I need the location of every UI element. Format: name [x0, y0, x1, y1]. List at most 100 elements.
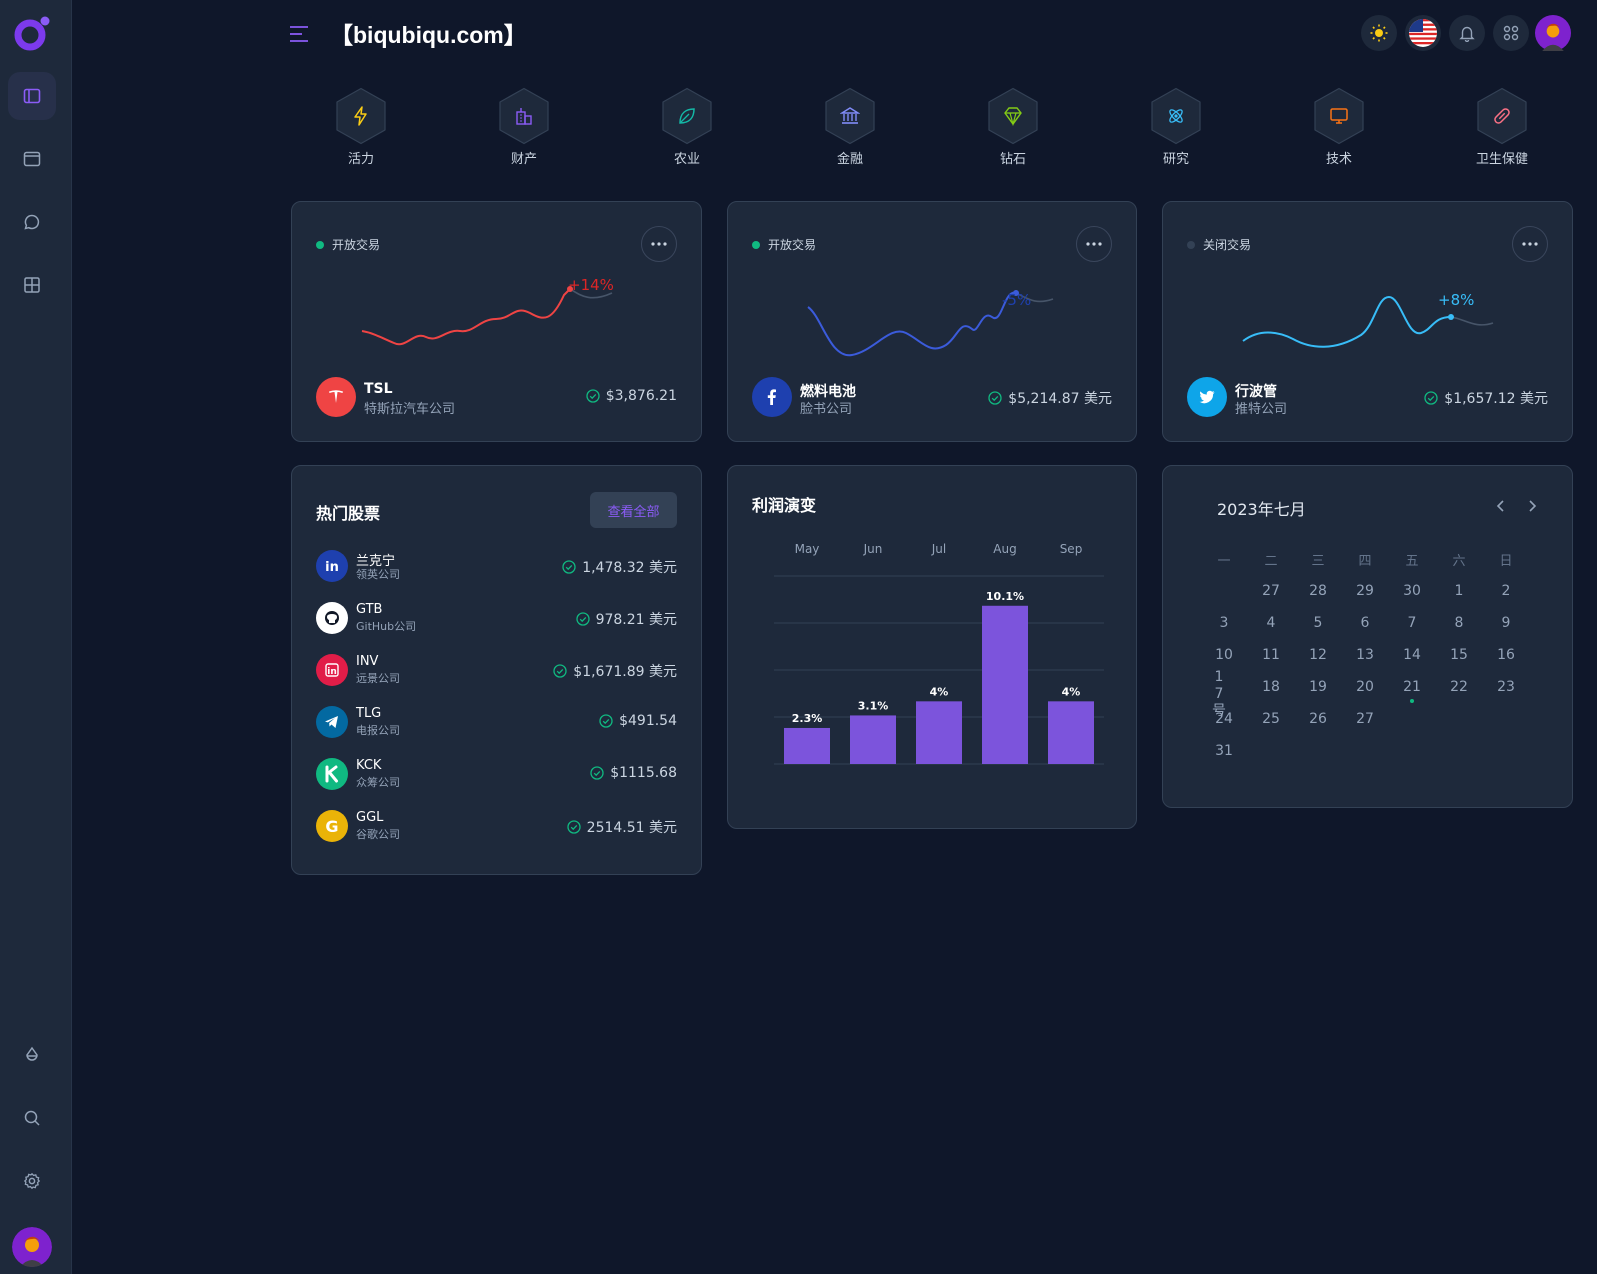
profit-bar[interactable]: [784, 727, 830, 764]
category-item[interactable]: 活力: [316, 87, 406, 167]
profit-chart-title: 利润演变: [752, 496, 817, 515]
calendar-day[interactable]: 8: [1454, 615, 1464, 631]
calendar-day[interactable]: 1: [1454, 583, 1464, 599]
category-item[interactable]: 金融: [805, 87, 895, 167]
bar-data-label: 4%: [930, 685, 949, 698]
stock-row[interactable]: KCK 众筹公司 $1115.68: [316, 754, 677, 794]
calendar-day[interactable]: 5: [1313, 615, 1323, 631]
calendar-day[interactable]: 10: [1215, 647, 1233, 663]
calendar-day[interactable]: 25: [1262, 711, 1280, 727]
sidebar-dashboard-button[interactable]: [8, 72, 56, 120]
calendar-day[interactable]: 4: [1266, 615, 1276, 631]
x-tick-label: Jun: [863, 542, 883, 556]
search-icon: [24, 1110, 40, 1126]
check-circle-icon: [1424, 391, 1438, 405]
calendar-day[interactable]: 27: [1262, 583, 1280, 599]
category-item[interactable]: 研究: [1131, 87, 1221, 167]
company-price: $5,214.87 美元: [988, 388, 1112, 408]
apps-button[interactable]: [1493, 15, 1529, 51]
calendar-day[interactable]: 20: [1356, 679, 1374, 695]
profit-bar[interactable]: [850, 715, 896, 764]
trade-card-twitter: 关闭交易 +8% 行波管 推特公司 $1,657.12 美元: [1162, 201, 1573, 442]
calendar-day[interactable]: 3: [1219, 615, 1229, 631]
category-item[interactable]: 卫生保健: [1457, 87, 1547, 167]
user-avatar[interactable]: [12, 1227, 52, 1267]
profit-chart-card: 利润演变 May 2.3% Jun 3.1% Jul 4% Aug 10.1% Sep 4%: [727, 465, 1137, 829]
more-options-button[interactable]: [1076, 226, 1112, 262]
calendar-day[interactable]: 12: [1309, 647, 1327, 663]
monitor-icon: [1330, 108, 1348, 124]
theme-toggle-button[interactable]: [1361, 15, 1397, 51]
sidebar-messages-button[interactable]: [8, 198, 56, 246]
stock-price: 978.21 美元: [575, 609, 677, 629]
sidebar-search-button[interactable]: [8, 1094, 56, 1142]
calendar-month-title: 2023年七月: [1217, 500, 1306, 519]
calendar-day[interactable]: 29: [1356, 583, 1374, 599]
category-label: 财产: [510, 152, 537, 167]
twitter-bird-icon: [1199, 390, 1215, 404]
svg-text:G: G: [325, 817, 338, 836]
stock-logo: [316, 706, 348, 738]
company-price: $1,657.12 美元: [1424, 388, 1548, 408]
weekday-header: 一: [1217, 554, 1231, 569]
category-hexagon: [661, 87, 713, 145]
calendar-day[interactable]: 30: [1403, 583, 1421, 599]
calendar-day[interactable]: 2: [1501, 583, 1511, 599]
stock-row[interactable]: TLG 电报公司 $491.54: [316, 702, 677, 742]
more-options-button[interactable]: [1512, 226, 1548, 262]
bell-icon: [1459, 26, 1475, 42]
calendar-day[interactable]: 9: [1501, 615, 1511, 631]
calendar-day[interactable]: 24: [1215, 711, 1233, 727]
calendar-day[interactable]: 16: [1497, 647, 1515, 663]
stock-row[interactable]: in 兰克宁 领英公司 1,478.32 美元: [316, 546, 677, 586]
calendar-day[interactable]: 26: [1309, 711, 1327, 727]
calendar-day[interactable]: 19: [1309, 679, 1327, 695]
app-logo[interactable]: [12, 14, 52, 54]
sidebar-settings-button[interactable]: [8, 1157, 56, 1205]
stock-symbol: 兰克宁: [356, 554, 396, 569]
calendar-day[interactable]: 28: [1309, 583, 1327, 599]
language-button[interactable]: [1405, 15, 1441, 51]
invision-icon: in: [325, 663, 339, 677]
view-all-button[interactable]: 查看全部: [590, 492, 677, 528]
category-item[interactable]: 财产: [479, 87, 569, 167]
stock-row[interactable]: GTB GitHub公司 978.21 美元: [316, 598, 677, 638]
chevron-right-icon[interactable]: [1524, 498, 1540, 514]
profile-avatar[interactable]: [1535, 15, 1571, 51]
calendar-day[interactable]: 13: [1356, 647, 1374, 663]
calendar-day[interactable]: 7: [1407, 615, 1417, 631]
calendar-day[interactable]: 18: [1262, 679, 1280, 695]
more-options-button[interactable]: [641, 226, 677, 262]
category-item[interactable]: 农业: [642, 87, 732, 167]
sidebar-theme-button[interactable]: [8, 1031, 56, 1079]
more-dots-icon: [651, 242, 667, 246]
calendar-day[interactable]: 11: [1262, 647, 1280, 663]
svg-text:in: in: [327, 667, 337, 677]
calendar-day[interactable]: 31: [1215, 743, 1233, 759]
calendar-day[interactable]: 23: [1497, 679, 1515, 695]
stock-company: 谷歌公司: [356, 828, 400, 841]
sparkline-chart: [1242, 295, 1494, 348]
category-item[interactable]: 钻石: [968, 87, 1058, 167]
calendar-day[interactable]: 14: [1403, 647, 1421, 663]
stock-row[interactable]: in INV 远景公司 $1,671.89 美元: [316, 650, 677, 690]
calendar-day[interactable]: 17号: [1212, 669, 1226, 719]
calendar-day[interactable]: 27: [1356, 711, 1374, 727]
profit-bar[interactable]: [1048, 701, 1094, 764]
profit-bar[interactable]: [982, 605, 1028, 764]
notifications-button[interactable]: [1449, 15, 1485, 51]
sidebar-window-button[interactable]: [8, 135, 56, 183]
calendar-day[interactable]: 6: [1360, 615, 1370, 631]
stock-row[interactable]: G GGL 谷歌公司 2514.51 美元: [316, 806, 677, 846]
chevron-left-icon[interactable]: [1493, 498, 1509, 514]
category-item[interactable]: 技术: [1294, 87, 1384, 167]
calendar-day[interactable]: 22: [1450, 679, 1468, 695]
check-circle-icon: [988, 391, 1002, 405]
sidebar-grid-button[interactable]: [8, 261, 56, 309]
profit-bar[interactable]: [916, 701, 962, 764]
calendar-day[interactable]: 15: [1450, 647, 1468, 663]
bank-icon: [840, 107, 860, 124]
menu-toggle-icon[interactable]: [287, 22, 311, 46]
calendar-day[interactable]: 21: [1403, 679, 1421, 695]
stock-symbol: INV: [356, 654, 379, 669]
